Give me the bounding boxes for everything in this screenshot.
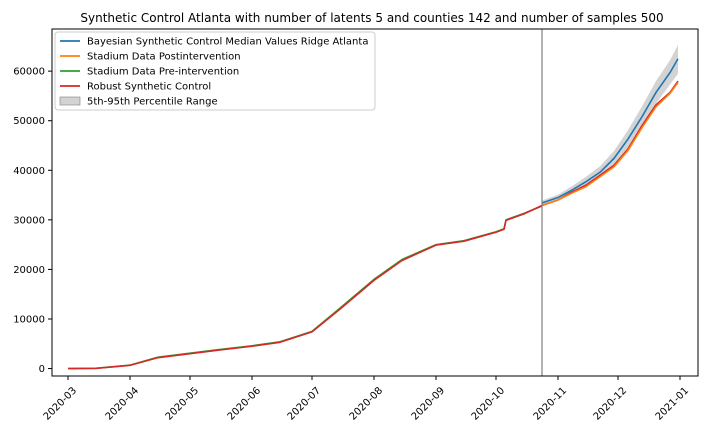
x-tick-label: 2020-05 [164, 385, 201, 422]
x-tick-label: 2020-09 [410, 385, 447, 422]
chart-title: Synthetic Control Atlanta with number of… [80, 11, 663, 25]
legend-label: Robust Synthetic Control [87, 82, 211, 93]
x-tick-label: 2021-01 [654, 385, 691, 422]
series-line [67, 80, 679, 370]
y-tick-label: 60000 [13, 67, 45, 78]
x-tick-label: 2020-10 [470, 385, 507, 422]
x-tick-label: 2020-04 [104, 385, 141, 422]
legend-label: Bayesian Synthetic Control Median Values… [87, 37, 368, 48]
y-tick-label: 20000 [13, 265, 45, 276]
percentile-band [542, 44, 678, 205]
x-tick-label: 2020-06 [226, 385, 263, 422]
x-tick-label: 2020-03 [42, 385, 79, 422]
legend-label: Stadium Data Postintervention [87, 52, 241, 63]
y-tick-label: 30000 [13, 215, 45, 226]
y-tick-label: 50000 [13, 116, 45, 127]
y-tick-label: 40000 [13, 166, 45, 177]
plot-frame [51, 28, 699, 377]
legend: Bayesian Synthetic Control Median Values… [54, 31, 376, 111]
series-line [541, 58, 679, 204]
legend-box [54, 31, 376, 111]
y-tick-label: 0 [39, 364, 45, 375]
legend-label: Stadium Data Pre-intervention [87, 67, 239, 78]
series-line [67, 205, 543, 370]
legend-label: 5th-95th Percentile Range [87, 97, 218, 108]
x-tick-label: 2020-12 [592, 385, 629, 422]
plot-area [51, 28, 699, 377]
x-tick-label: 2020-08 [348, 385, 385, 422]
y-axis: 0 10000 20000 30000 40000 50000 60000 [13, 67, 52, 375]
y-tick-label: 10000 [13, 314, 45, 325]
legend-swatch [59, 96, 81, 106]
x-axis: 2020-03 2020-04 2020-05 2020-06 2020-07 2020-… [42, 376, 691, 423]
x-tick-label: 2020-11 [532, 385, 569, 422]
series-line [541, 82, 679, 207]
x-tick-label: 2020-07 [286, 385, 323, 422]
